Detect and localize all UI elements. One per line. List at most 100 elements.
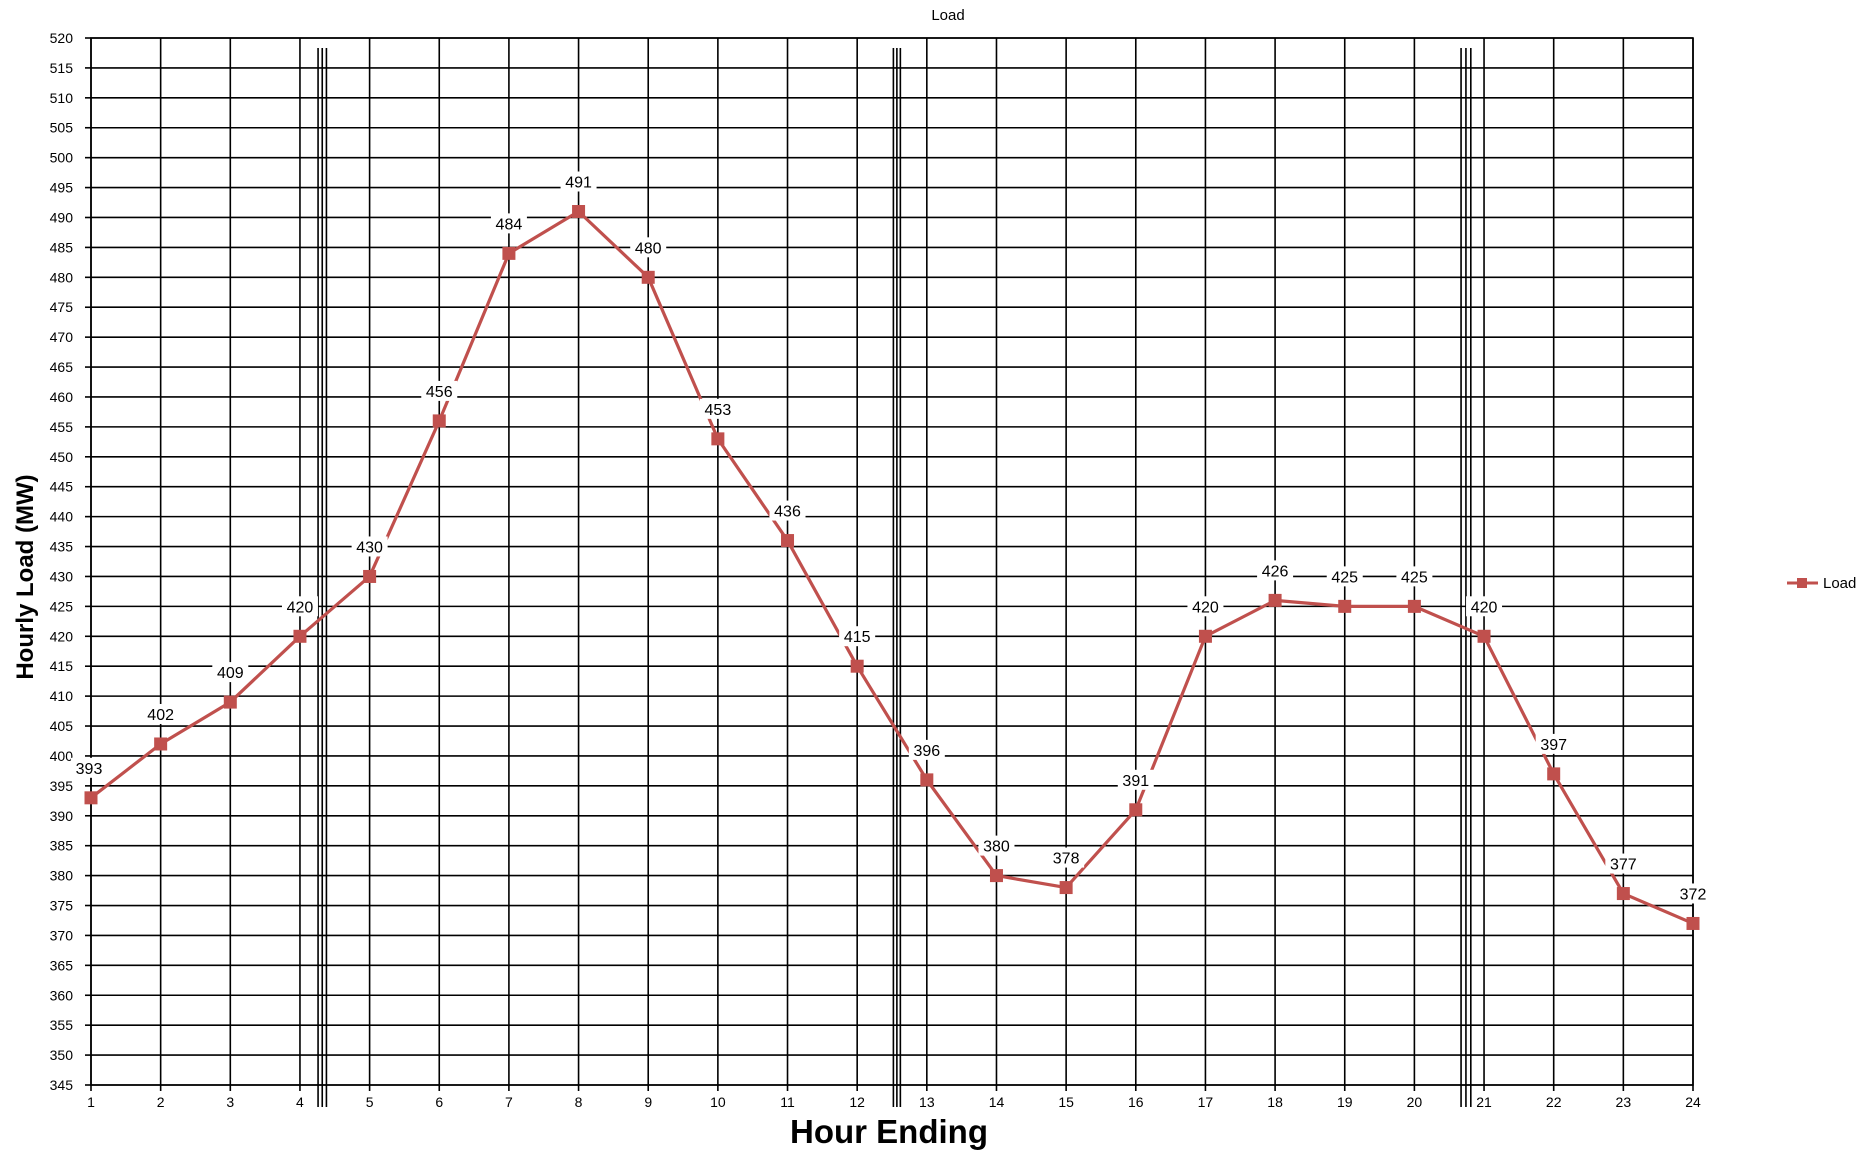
data-label-bg [1048, 847, 1085, 868]
data-label-bg [908, 739, 945, 760]
data-label: 396 [913, 743, 940, 760]
x-tick-label: 16 [1128, 1094, 1144, 1110]
x-tick-label: 15 [1058, 1094, 1074, 1110]
plot-border [90, 37, 1694, 1086]
x-tick-label: 3 [226, 1094, 234, 1110]
data-label-bg [1187, 596, 1224, 617]
x-tick-label: 5 [366, 1094, 374, 1110]
y-tick-label: 500 [50, 150, 74, 166]
chart-title: Load [931, 7, 964, 24]
x-tick-label: 6 [435, 1094, 443, 1110]
data-point [1407, 599, 1421, 613]
y-tick-label: 355 [50, 1017, 74, 1033]
data-point [1129, 803, 1143, 817]
data-point [572, 205, 586, 219]
data-label-bg [560, 171, 597, 192]
data-point [641, 270, 655, 284]
x-tick-label: 10 [710, 1094, 726, 1110]
data-label-bg [630, 237, 667, 258]
data-label: 377 [1610, 857, 1637, 874]
data-point [293, 629, 307, 643]
data-label-bg [421, 380, 458, 401]
data-point [1547, 767, 1561, 781]
x-tick-label: 14 [989, 1094, 1005, 1110]
legend: Load [1787, 575, 1856, 592]
y-tick-label: 455 [50, 419, 74, 435]
data-point [432, 414, 446, 428]
y-tick-label: 390 [50, 808, 74, 824]
x-tick-label: 20 [1407, 1094, 1423, 1110]
data-point [1059, 881, 1073, 895]
data-label-bg [490, 213, 527, 234]
y-tick-label: 400 [50, 748, 74, 764]
y-tick-label: 415 [50, 658, 74, 674]
data-point [920, 773, 934, 787]
y-tick-label: 405 [50, 718, 74, 734]
y-tick-label: 435 [50, 539, 74, 555]
x-tick-label: 13 [919, 1094, 935, 1110]
data-label: 420 [287, 599, 314, 616]
y-tick-label: 520 [50, 30, 74, 46]
data-label: 372 [1680, 886, 1707, 903]
y-tick-label: 505 [50, 120, 74, 136]
y-tick-label: 410 [50, 688, 74, 704]
data-label: 409 [217, 665, 244, 682]
data-point [1198, 629, 1212, 643]
y-axis-title: Hourly Load (MW) [12, 474, 39, 679]
y-tick-label: 365 [50, 957, 74, 973]
data-point [84, 791, 98, 805]
data-point [711, 432, 725, 446]
y-tick-label: 345 [50, 1077, 74, 1093]
y-tick-label: 440 [50, 509, 74, 525]
data-point [1616, 887, 1630, 901]
grid [90, 37, 1694, 1086]
y-tick-label: 475 [50, 299, 74, 315]
data-label: 378 [1053, 851, 1080, 868]
data-label-bg [769, 500, 806, 521]
y-tick-label: 460 [50, 389, 74, 405]
data-label: 425 [1401, 569, 1428, 586]
data-label: 397 [1540, 737, 1567, 754]
grid-extra-lines [317, 48, 1472, 1107]
data-label: 456 [426, 384, 453, 401]
data-point [154, 737, 168, 751]
data-point [502, 246, 516, 260]
legend-label: Load [1823, 575, 1856, 592]
y-tick-label: 450 [50, 449, 74, 465]
data-label: 430 [356, 539, 383, 556]
data-label: 453 [705, 402, 732, 419]
x-tick-label: 11 [780, 1094, 795, 1110]
y-tick-label: 430 [50, 568, 74, 584]
y-tick-label: 425 [50, 598, 74, 614]
data-point [850, 659, 864, 673]
x-tick-label: 17 [1198, 1094, 1214, 1110]
data-label-bg [212, 662, 249, 683]
x-tick-label: 22 [1546, 1094, 1562, 1110]
y-tick-label: 465 [50, 359, 74, 375]
x-tick-label: 1 [87, 1094, 95, 1110]
y-tick-label: 485 [50, 239, 74, 255]
data-label-bg [978, 835, 1015, 856]
data-label: 420 [1471, 599, 1498, 616]
data-point [1268, 593, 1282, 607]
data-point [363, 569, 377, 583]
y-tick-label: 385 [50, 838, 74, 854]
series-layer [84, 205, 1700, 930]
data-point [989, 869, 1003, 883]
y-tick-label: 350 [50, 1047, 74, 1063]
x-tick-label: 2 [157, 1094, 165, 1110]
x-tick-label: 12 [849, 1094, 865, 1110]
data-label: 425 [1331, 569, 1358, 586]
y-tick-label: 495 [50, 180, 74, 196]
x-tick-label: 8 [575, 1094, 583, 1110]
data-label: 484 [496, 216, 523, 233]
x-tick-label: 23 [1616, 1094, 1632, 1110]
data-label-bg [1257, 560, 1294, 581]
y-tick-label: 375 [50, 898, 74, 914]
data-label-bg [699, 398, 736, 419]
data-point [781, 534, 795, 548]
data-label-bg [1117, 769, 1154, 790]
y-tick-label: 470 [50, 329, 74, 345]
y-tick-label: 370 [50, 927, 74, 943]
